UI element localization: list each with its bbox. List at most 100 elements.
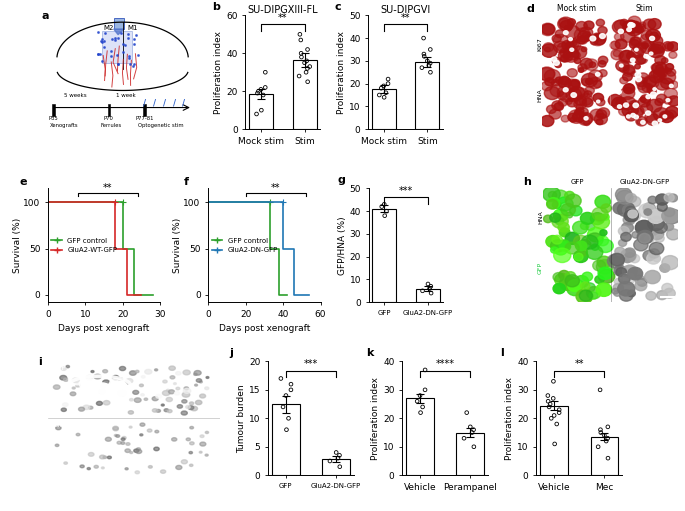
Circle shape [562,276,575,287]
Circle shape [616,90,621,94]
Circle shape [635,220,653,235]
Circle shape [596,215,604,222]
Circle shape [617,202,635,217]
Circle shape [619,65,630,73]
Circle shape [626,252,634,260]
Circle shape [188,406,194,410]
Circle shape [582,74,597,87]
Point [595,386,606,394]
Circle shape [626,22,642,36]
Circle shape [596,19,604,26]
Bar [540,406,568,475]
Circle shape [638,82,651,93]
Text: /: / [173,98,175,107]
Circle shape [574,28,590,41]
Bar [415,62,439,129]
Circle shape [155,430,159,433]
Point [425,68,436,76]
Legend: GFP control, GluA2-WT-GFP: GFP control, GluA2-WT-GFP [51,238,117,253]
Circle shape [189,452,192,454]
Circle shape [556,30,564,38]
Circle shape [590,109,603,121]
Point [423,280,434,288]
Circle shape [140,434,143,436]
Circle shape [574,253,583,261]
Circle shape [651,42,665,54]
Circle shape [628,23,634,28]
Circle shape [664,288,675,298]
Circle shape [627,267,643,280]
Circle shape [103,369,108,373]
Circle shape [622,273,635,285]
Circle shape [625,194,636,202]
Circle shape [552,101,563,110]
Circle shape [121,438,125,440]
Circle shape [539,67,554,81]
Circle shape [567,38,577,47]
Point [295,30,306,38]
Y-axis label: GFP/HNA (%): GFP/HNA (%) [338,216,347,274]
Circle shape [576,104,584,110]
Circle shape [597,108,610,118]
Circle shape [584,91,592,98]
Circle shape [636,77,641,82]
Circle shape [103,401,110,405]
Circle shape [582,32,588,37]
Point [280,391,291,400]
Circle shape [627,115,630,118]
Circle shape [664,67,669,73]
Circle shape [73,378,79,383]
Circle shape [648,18,661,30]
Circle shape [576,289,593,304]
Circle shape [574,58,581,63]
Circle shape [547,199,558,209]
Circle shape [599,269,614,283]
Circle shape [100,385,108,389]
Circle shape [55,444,59,447]
Circle shape [623,65,635,75]
Point [304,62,315,71]
Circle shape [580,222,589,229]
Circle shape [648,44,664,58]
Circle shape [620,77,628,84]
Circle shape [649,52,653,55]
Circle shape [637,120,643,124]
Circle shape [195,384,197,386]
Point [382,80,393,88]
Circle shape [600,230,607,236]
Circle shape [597,239,613,252]
Circle shape [656,94,667,103]
Text: ****: **** [436,359,455,369]
Circle shape [540,23,555,36]
Circle shape [176,387,179,390]
Circle shape [542,24,555,35]
Circle shape [120,388,127,393]
Circle shape [99,455,105,459]
Circle shape [580,213,595,224]
Circle shape [588,78,601,89]
Circle shape [61,408,66,411]
Point [469,443,479,451]
Circle shape [590,213,604,225]
Circle shape [636,77,647,87]
Point [599,431,610,439]
Point [425,282,436,290]
Circle shape [567,98,577,107]
Circle shape [619,51,634,63]
Circle shape [664,88,677,99]
Circle shape [596,119,603,125]
Circle shape [83,405,90,409]
Circle shape [128,411,134,414]
Circle shape [629,196,640,207]
Text: Stim: Stim [636,4,653,13]
Circle shape [543,215,552,223]
Circle shape [133,390,138,394]
Point [545,400,556,408]
Circle shape [646,83,652,89]
Circle shape [585,34,593,40]
Circle shape [554,103,564,110]
Circle shape [664,209,680,223]
Circle shape [572,38,577,43]
Circle shape [619,290,633,301]
Text: P35: P35 [49,116,58,121]
